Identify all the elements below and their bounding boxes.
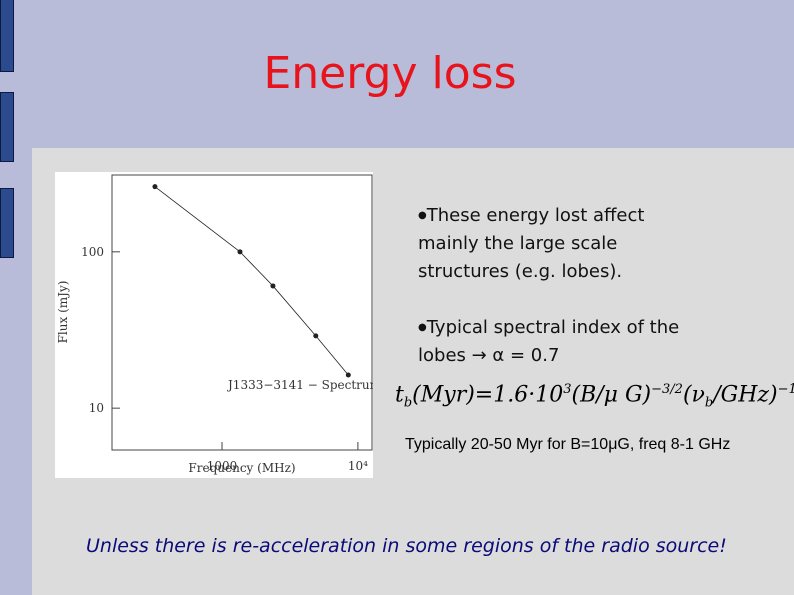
formula-part: −3/2	[651, 382, 683, 397]
x-tick-label: 1000	[207, 459, 238, 473]
bullet: These energy lost affect mainly the larg…	[418, 202, 708, 286]
slide-title: Energy loss	[263, 48, 517, 99]
formula-part: −1/2	[777, 382, 794, 397]
y-axis-label: Flux (mJy)	[56, 281, 70, 344]
formula-part: b	[403, 395, 413, 411]
formula-part: (B/μ G)	[571, 382, 652, 408]
decoration	[0, 92, 14, 162]
y-tick-label: 10	[89, 401, 104, 415]
decoration	[0, 188, 14, 258]
spectrum-chart: J1333−3141 − Spectrum Frequency (MHz) Fl…	[55, 172, 373, 478]
formula-part: t	[395, 382, 404, 408]
x-tick-label: 10⁴	[348, 459, 368, 473]
data-point	[270, 283, 276, 289]
y-tick-label: 100	[81, 245, 104, 259]
data-point	[152, 184, 158, 190]
x-axis-label: Frequency (MHz)	[188, 461, 295, 475]
formula-part: (Myr)=1.6·10	[412, 382, 564, 408]
spectrum-line	[154, 186, 349, 376]
bullet: Typical spectral index of the lobes → α …	[418, 314, 708, 370]
decoration	[0, 0, 14, 72]
formula: tb(Myr)=1.6·103(B/μ G)−3/2(νb/GHz)−1/2	[395, 382, 794, 411]
formula-part: /GHz)	[713, 382, 778, 408]
plot-frame	[111, 174, 373, 451]
data-point	[313, 333, 319, 339]
formula-part: 3	[563, 382, 572, 397]
formula-part: b	[704, 395, 714, 411]
formula-part: (ν	[682, 382, 705, 408]
data-point	[345, 372, 351, 378]
data-point	[237, 249, 243, 255]
footer-text: Unless there is re-acceleration in some …	[86, 535, 727, 557]
annotation: J1333−3141 − Spectrum	[226, 378, 373, 392]
note: Typically 20-50 Myr for B=10μG, freq 8-1…	[405, 436, 731, 453]
